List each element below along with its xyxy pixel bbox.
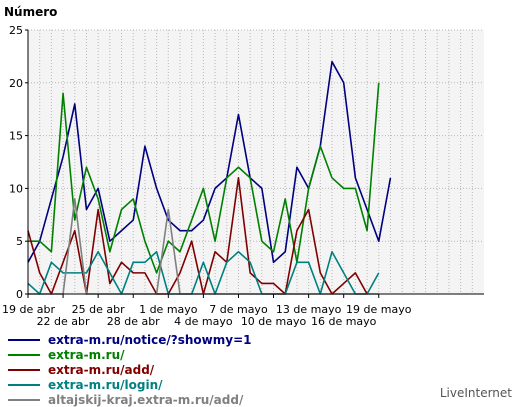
legend-item: extra-m.ru/login/ [8, 377, 252, 392]
x-tick-label: 19 de mayo [346, 303, 412, 316]
y-tick-label: 25 [9, 24, 23, 37]
legend-label: altajskij-kraj.extra-m.ru/add/ [48, 392, 244, 407]
legend-swatch [8, 398, 40, 401]
legend-item: altajskij-kraj.extra-m.ru/add/ [8, 392, 252, 407]
x-tick-label: 7 de mayo [209, 303, 268, 316]
legend-swatch [8, 368, 40, 371]
legend-label: extra-m.ru/ [48, 348, 125, 363]
y-tick-label: 15 [9, 130, 23, 143]
line-chart: 0 5 10 15 20 25 Número 19 de abr 25 de abr 1 de m… [2, 5, 484, 328]
x-tick-label: 28 de abr [107, 315, 160, 328]
x-tick-label: 25 de abr [72, 303, 125, 316]
y-tick-label: 5 [16, 235, 23, 248]
legend-item: extra-m.ru/notice/?showmy=1 [8, 333, 252, 348]
series-line-1 [27, 60, 392, 264]
legend-swatch [8, 383, 40, 386]
legend-label: extra-m.ru/login/ [48, 377, 163, 392]
series-line-2 [28, 82, 380, 274]
x-tick-label: 16 de mayo [311, 315, 377, 328]
legend-item: extra-m.ru/ [8, 348, 252, 363]
legend-swatch [8, 354, 40, 357]
legend-label: extra-m.ru/notice/?showmy=1 [48, 333, 252, 348]
x-tick-label: 19 de abr [2, 303, 55, 316]
x-tick-label: 4 de mayo [174, 315, 233, 328]
legend-label: extra-m.ru/add/ [48, 362, 155, 377]
x-tick-label: 22 de abr [37, 315, 90, 328]
y-tick-label: 10 [9, 182, 23, 195]
y-tick-label: 20 [9, 77, 23, 90]
legend-item: extra-m.ru/add/ [8, 363, 252, 378]
chart-legend: extra-m.ru/notice/?showmy=1 extra-m.ru/ … [8, 333, 252, 407]
y-tick-label: 0 [16, 288, 23, 301]
y-axis-title: Número [4, 5, 57, 19]
x-tick-label: 1 de mayo [139, 303, 198, 316]
legend-swatch [8, 339, 40, 342]
x-tick-label: 10 de mayo [241, 315, 307, 328]
x-tick-label: 13 de mayo [276, 303, 342, 316]
brand-label: LiveInternet [439, 386, 512, 400]
grid-lines [28, 29, 484, 294]
